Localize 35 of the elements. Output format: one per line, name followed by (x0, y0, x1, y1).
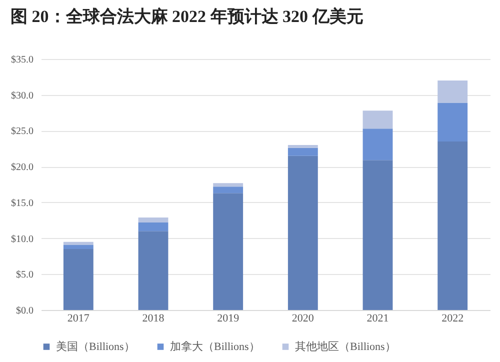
bar (63, 244, 94, 250)
bar (288, 148, 318, 156)
x-tick-label: 2020 (292, 312, 314, 324)
bar (213, 186, 244, 194)
bar (138, 231, 168, 310)
y-tick-label: $0.0 (16, 306, 34, 316)
bar (362, 128, 393, 160)
chart-title: 图 20：全球合法大麻 2022 年预计达 320 亿美元 (10, 7, 364, 26)
bar (138, 222, 168, 232)
bar (138, 217, 168, 223)
bar (213, 183, 244, 187)
legend-label: 加拿大（Billions） (170, 340, 260, 353)
y-tick-label: $5.0 (16, 270, 34, 281)
bar (63, 249, 94, 310)
legend-label: 其他地区（Billions） (295, 340, 396, 353)
bar (362, 110, 393, 129)
bar (288, 156, 318, 310)
y-tick-label: $30.0 (11, 90, 34, 102)
bar (438, 102, 468, 142)
bar (288, 145, 318, 148)
x-tick-label: 2021 (366, 312, 389, 324)
bar (362, 160, 393, 310)
bar (438, 141, 468, 310)
y-tick-label: $35.0 (11, 54, 34, 66)
y-tick-label: $15.0 (11, 198, 34, 209)
legend-label: 美国（Billions） (56, 340, 135, 353)
x-tick-label: 2019 (217, 312, 240, 324)
x-tick-label: 2017 (67, 312, 90, 324)
x-tick-label: 2022 (442, 312, 464, 324)
y-tick-label: $10.0 (11, 234, 34, 245)
x-tick-label: 2018 (142, 312, 165, 324)
bar (213, 193, 244, 310)
y-tick-label: $20.0 (11, 162, 34, 174)
bar (438, 80, 468, 103)
y-tick-label: $25.0 (11, 126, 34, 138)
